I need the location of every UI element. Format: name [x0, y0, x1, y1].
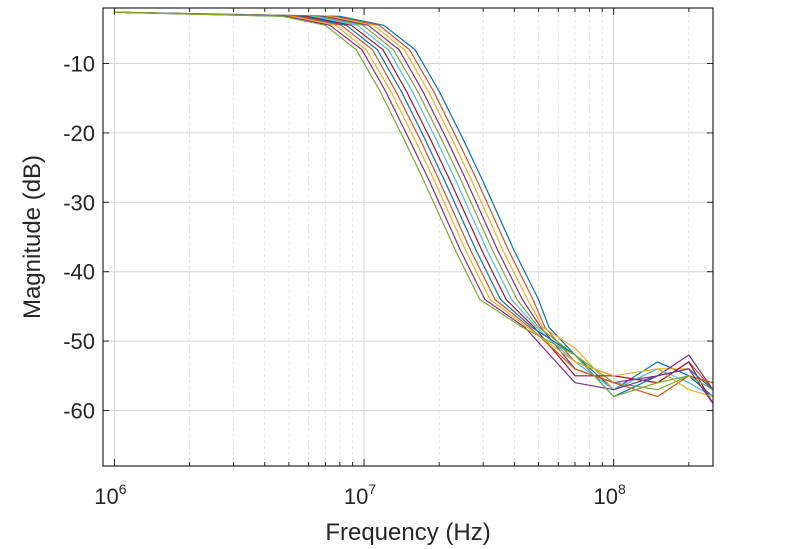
y-tick-label: -10: [63, 52, 95, 77]
y-tick-label: -40: [63, 260, 95, 285]
x-tick-label: 108: [594, 481, 626, 509]
series-line-11: [114, 11, 713, 404]
tick-marks: [102, 8, 713, 466]
y-axis-title: Magnitude (dB): [19, 155, 46, 319]
series-line-12: [114, 11, 713, 398]
y-tick-labels: -10 -20 -30 -40 -50 -60: [63, 52, 95, 424]
series-line-4: [114, 11, 713, 391]
x-tick-label-base: 10: [94, 484, 118, 509]
series-line-8: [114, 11, 713, 398]
plot-frame: [102, 7, 714, 467]
series-line-6: [114, 11, 713, 398]
x-tick-labels: 106 107 108: [94, 481, 626, 509]
y-tick-label: -30: [63, 190, 95, 215]
x-tick-label-exponent: 7: [368, 481, 376, 497]
y-tick-label: -20: [63, 121, 95, 146]
y-tick-label: -50: [63, 329, 95, 354]
x-tick-label-exponent: 6: [119, 481, 127, 497]
series-lines: [114, 11, 713, 404]
x-tick-label-base: 10: [594, 484, 618, 509]
y-tick-label: -60: [63, 398, 95, 423]
series-line-9: [114, 11, 713, 398]
x-tick-label: 107: [344, 481, 376, 509]
plot-background: [103, 8, 713, 466]
x-tick-label-exponent: 8: [618, 481, 626, 497]
series-line-10: [114, 11, 713, 398]
x-axis-title: Frequency (Hz): [325, 519, 490, 546]
x-tick-label: 106: [94, 481, 126, 509]
grid-lines: [102, 8, 713, 466]
x-tick-label-base: 10: [344, 484, 368, 509]
